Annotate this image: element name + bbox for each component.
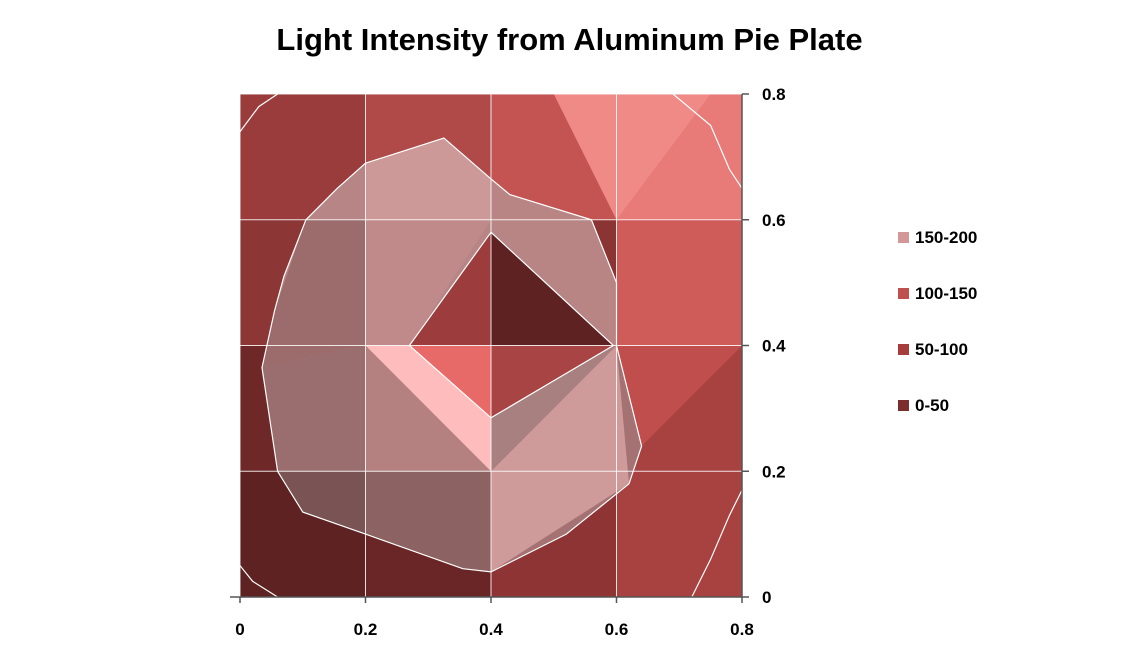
y-tick-label: 0.8: [762, 85, 786, 104]
band-facet: [365, 471, 491, 572]
surface-patch: [616, 345, 742, 472]
y-tick-label: 0.6: [762, 211, 786, 230]
y-tick-label: 0.4: [762, 337, 786, 356]
contour-line: [240, 565, 278, 597]
band-facet: [491, 178, 617, 346]
band-facet: [365, 219, 491, 346]
band-facet: [365, 138, 491, 220]
x-tick-label: 0: [235, 620, 244, 639]
legend-swatch: [898, 400, 909, 411]
legend-label: 100-150: [915, 284, 977, 303]
legend-swatch: [898, 344, 909, 355]
x-tick-label: 0.2: [354, 620, 378, 639]
legend-label: 50-100: [915, 340, 968, 359]
band-facet: [277, 471, 366, 535]
y-tick-label: 0: [762, 588, 771, 607]
surface-patch: [616, 219, 742, 346]
legend: 150-200 100-150 50-100 0-50: [898, 228, 977, 415]
x-tick-label: 0.4: [479, 620, 503, 639]
legend-label: 0-50: [915, 396, 949, 415]
surface-patch: [240, 94, 366, 220]
band-facet: [491, 345, 617, 472]
axes: 0 0.2 0.4 0.6 0.8 0 0.2 0.4 0.6 0.8: [230, 85, 786, 639]
band-facet: [262, 219, 366, 368]
contour-line: [691, 489, 742, 597]
chart-title: Light Intensity from Aluminum Pie Plate: [276, 22, 863, 57]
y-tick-label: 0.2: [762, 462, 786, 481]
legend-swatch: [898, 288, 909, 299]
legend-label: 150-200: [915, 228, 977, 247]
contour-line: [240, 94, 278, 133]
legend-swatch: [898, 232, 909, 243]
contour-line: [672, 94, 742, 189]
band-facet: [491, 345, 629, 572]
contour-line: [261, 137, 643, 573]
band-facet: [262, 345, 366, 472]
surface-patch: [553, 94, 711, 220]
x-tick-label: 0.8: [730, 620, 754, 639]
x-tick-label: 0.6: [605, 620, 629, 639]
highlight-strip: [365, 345, 491, 472]
